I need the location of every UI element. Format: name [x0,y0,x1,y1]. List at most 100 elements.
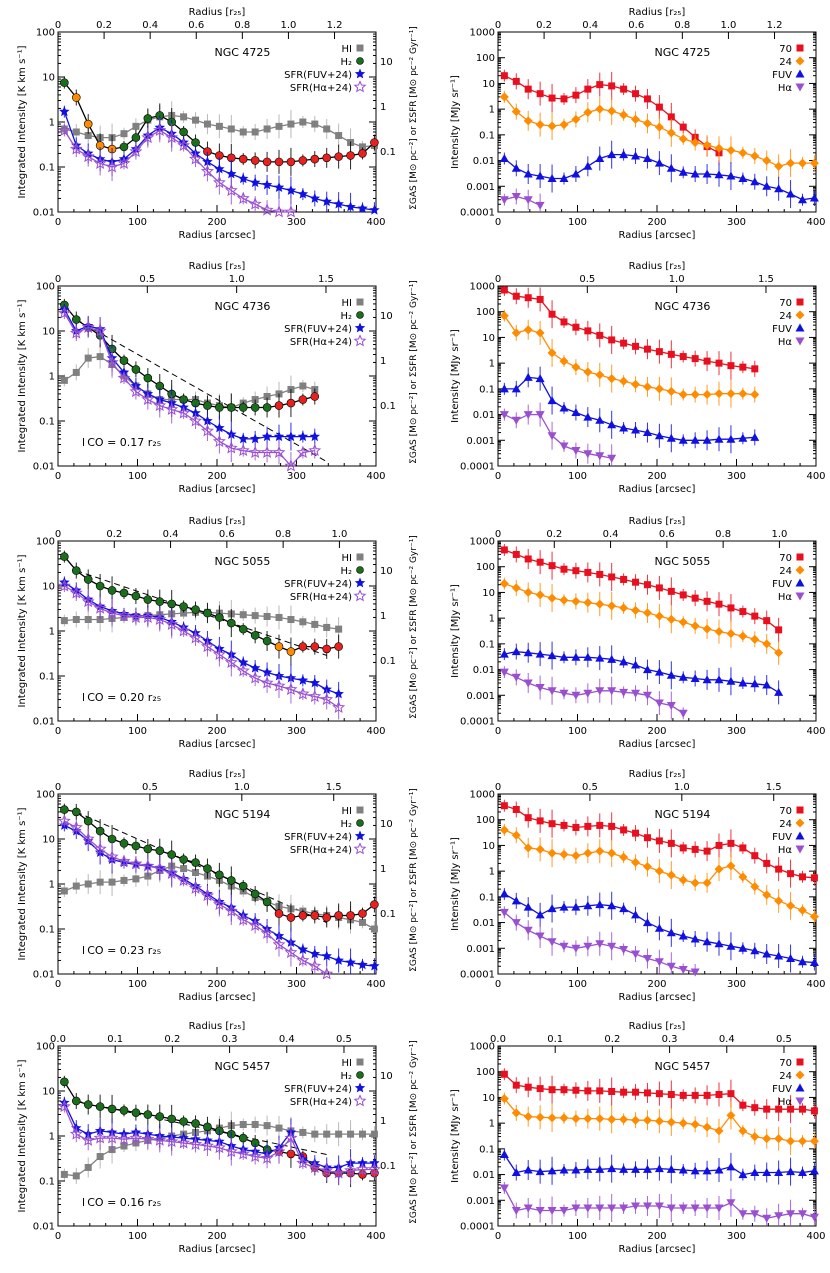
data-point [548,1086,556,1094]
data-point [263,1122,271,1130]
data-point [499,1094,509,1104]
data-point [702,435,712,444]
top-tick-label: 0 [55,529,61,540]
x-axis-label: Radius [arcsec] [179,992,256,1003]
data-point [131,591,141,601]
data-point [535,374,545,383]
data-point [774,896,784,906]
top-axis-label: Radius [r₂₅] [629,1021,686,1032]
legend-marker [353,80,367,93]
data-point [654,158,664,167]
data-point [571,447,581,456]
data-point [678,931,688,940]
data-point [739,608,747,616]
data-point [81,320,95,333]
data-point [117,371,131,384]
data-point [654,923,664,932]
top-axis-label: Radius [r₂₅] [629,769,686,780]
data-point [596,81,604,89]
data-point [619,1204,629,1213]
top-tick-label: 0.5 [579,274,595,285]
data-point [751,612,759,620]
x-tick-label: 100 [128,217,147,228]
data-point [83,575,93,584]
data-point [714,170,724,179]
data-point [654,122,664,132]
data-point [165,130,179,144]
data-point [619,110,629,120]
data-point [559,902,569,911]
legend-label: H₂ [340,1071,352,1082]
data-point [320,692,334,706]
data-point [632,90,640,98]
data-point [512,1081,520,1089]
data-point [643,834,651,842]
data-point [572,323,580,331]
data-point [738,1210,748,1219]
series-line [504,195,541,206]
data-point [535,649,545,658]
data-point [299,382,307,390]
data-point [535,684,545,693]
data-point [678,875,688,885]
data-point [500,802,508,810]
y-tick-label: 0.1 [39,417,55,428]
top-tick-label: 1.0 [674,782,690,793]
y-tick-label: 10 [482,1093,495,1104]
data-point [369,204,380,215]
legend-marker [795,578,805,587]
plot-frame [497,793,817,975]
data-point [512,292,520,300]
data-point [547,174,557,183]
data-point [499,825,509,835]
legend-marker [796,44,804,52]
data-point [96,1153,104,1161]
x-tick-label: 400 [366,1231,385,1242]
data-point [275,122,283,130]
data-point [787,1105,795,1113]
series-h- [499,1182,819,1226]
y-tick-label: 1 [489,105,495,116]
right-tick-label: 0.1 [380,1161,396,1172]
series-sfr-h-24- [57,579,346,720]
data-point [322,153,332,163]
data-point [560,318,568,326]
y-tick-label: 10 [42,1087,55,1098]
data-point [239,128,247,136]
data-point [153,861,167,875]
data-point [286,647,296,656]
data-point [690,435,700,444]
x-tick-label: 0 [495,979,501,990]
right-axis-label: ΣGAS [M⊙ pc⁻²] or ΣSFR [M⊙ pc⁻² Gyr⁻¹] [409,1040,419,1224]
data-point [738,174,748,183]
data-point [285,185,297,195]
data-point [690,138,700,148]
legend-label: FUV [772,70,792,81]
data-point [775,1105,783,1113]
data-point [535,1167,545,1176]
data-point [72,1172,80,1180]
chart-panel-intensity-4: 0 100 200 300 400 0 0.5 1.0 1.5 Radius [r₂₅] Radiu… [450,769,826,1003]
data-point [108,878,116,886]
data-point [69,326,83,339]
data-point [535,411,545,420]
right-tick-label: 1 [380,356,386,367]
data-point [607,1114,617,1124]
data-point [500,546,508,554]
data-point [262,636,272,646]
data-point [60,617,68,625]
data-point [571,691,581,700]
legend-marker [795,56,805,66]
data-point [177,138,191,152]
top-tick-label: 0.8 [275,529,291,540]
data-point [775,626,783,634]
data-point [596,821,604,829]
x-tick-label: 0 [55,471,61,482]
top-axis-label: Radius [r₂₅] [189,516,246,527]
y-tick-label: 100 [36,537,55,548]
data-point [296,953,310,966]
data-point [678,709,688,718]
data-point [227,403,236,412]
series-line [504,650,779,693]
data-point [571,114,581,124]
